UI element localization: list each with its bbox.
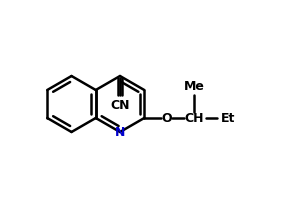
Text: Et: Et	[221, 112, 235, 125]
Text: CH: CH	[184, 112, 204, 125]
Text: O: O	[161, 112, 172, 125]
Text: N: N	[115, 126, 125, 139]
Text: CN: CN	[110, 99, 130, 112]
Text: Me: Me	[184, 80, 205, 93]
